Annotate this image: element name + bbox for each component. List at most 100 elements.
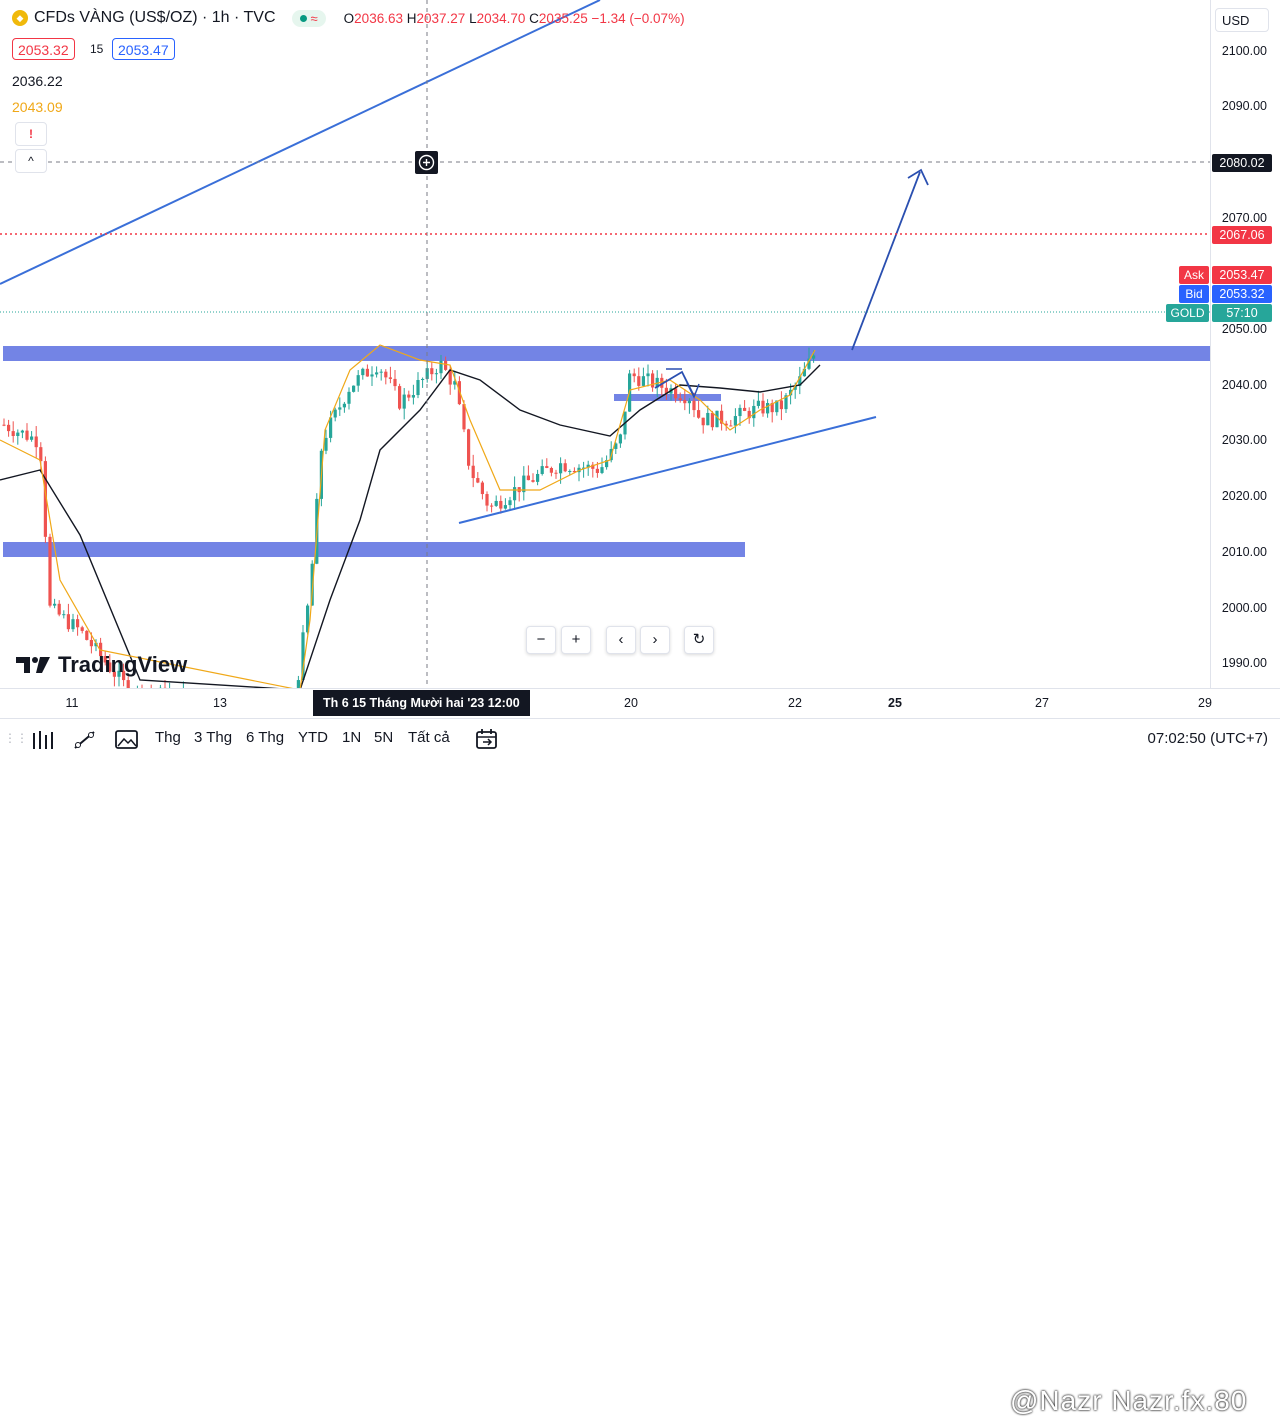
candle xyxy=(343,402,346,413)
bid-tag: Bid xyxy=(1179,285,1209,303)
candle xyxy=(766,399,769,418)
price-tick: 2020.00 xyxy=(1222,489,1267,503)
candle xyxy=(748,407,751,423)
spread-value: 15 xyxy=(90,42,103,56)
candle xyxy=(357,370,360,392)
market-status-pill[interactable]: ≈ xyxy=(292,10,326,27)
candle xyxy=(541,459,544,475)
candle xyxy=(352,385,355,392)
candle xyxy=(7,420,10,437)
candle xyxy=(564,459,567,472)
candle xyxy=(16,429,19,444)
sell-price-button[interactable]: 2053.32 xyxy=(12,38,75,60)
countdown-label: 57:10 xyxy=(1212,304,1272,322)
candle xyxy=(403,388,406,419)
candle xyxy=(2,418,5,426)
collapse-legend-icon[interactable]: ^ xyxy=(15,149,47,173)
author-watermark: @Nazr Nazr.fx.80 xyxy=(1010,1385,1247,1417)
candle xyxy=(743,400,746,411)
candle xyxy=(577,464,580,481)
candle xyxy=(366,364,369,376)
candle xyxy=(554,470,557,479)
candle xyxy=(361,368,364,380)
alert-icon[interactable]: ! xyxy=(15,122,47,146)
price-tick: 2030.00 xyxy=(1222,433,1267,447)
candle xyxy=(513,476,516,510)
range-button[interactable]: Thg xyxy=(155,729,181,746)
candle xyxy=(467,429,470,470)
candle xyxy=(389,367,392,383)
range-button[interactable]: Tất cả xyxy=(408,729,450,746)
candle xyxy=(761,393,764,416)
drawing-tool-icon[interactable] xyxy=(72,729,98,751)
date-range-icon[interactable] xyxy=(474,727,500,751)
candle xyxy=(421,377,424,387)
tradingview-logo-icon xyxy=(16,655,52,675)
ma-slow-value: 2036.22 xyxy=(12,73,63,89)
candle xyxy=(600,457,603,474)
clock-timezone[interactable]: 07:02:50 (UTC+7) xyxy=(1148,730,1268,747)
candle xyxy=(35,426,38,458)
candle xyxy=(757,391,760,409)
candle xyxy=(67,604,70,632)
range-button[interactable]: 1N xyxy=(342,729,361,746)
rising-support-trendline xyxy=(459,417,876,523)
candle xyxy=(550,467,553,477)
candle xyxy=(633,369,636,383)
chart-area[interactable]: ◆ CFDs VÀNG (US$/OZ) · 1h · TVC ≈ O2036.… xyxy=(0,0,1210,688)
candle xyxy=(715,411,718,428)
candle xyxy=(734,408,737,433)
candle xyxy=(30,431,33,442)
scroll-left-button[interactable]: ‹ xyxy=(606,626,636,654)
range-button[interactable]: 6 Thg xyxy=(246,729,284,746)
candle xyxy=(642,368,645,387)
candle xyxy=(71,614,74,632)
candle xyxy=(407,391,410,402)
drag-handle-icon[interactable]: ⋮⋮ xyxy=(4,731,28,745)
candle xyxy=(619,434,622,448)
candle xyxy=(605,455,608,469)
candle xyxy=(481,481,484,500)
time-tick: 27 xyxy=(1035,696,1049,710)
candle xyxy=(495,495,498,506)
candle xyxy=(504,498,507,509)
currency-selector[interactable]: USD xyxy=(1215,8,1269,32)
candle xyxy=(76,615,79,636)
scroll-right-button[interactable]: › xyxy=(640,626,670,654)
time-tick: 13 xyxy=(213,696,227,710)
gold-symbol-icon: ◆ xyxy=(12,10,28,26)
snapshot-icon[interactable] xyxy=(114,729,140,751)
zoom-out-button[interactable]: − xyxy=(526,626,556,654)
candle xyxy=(62,610,65,618)
candle xyxy=(531,473,534,482)
candle xyxy=(370,366,373,386)
zoom-in-button[interactable]: + xyxy=(561,626,591,654)
candle xyxy=(646,365,649,387)
range-button[interactable]: 3 Thg xyxy=(194,729,232,746)
range-button[interactable]: YTD xyxy=(298,729,328,746)
candle xyxy=(651,370,654,392)
support-zone xyxy=(3,542,745,557)
candle xyxy=(297,676,300,688)
candle xyxy=(25,423,28,441)
reset-chart-button[interactable]: ↻ xyxy=(684,626,714,654)
price-tick: 2010.00 xyxy=(1222,545,1267,559)
candle xyxy=(536,470,539,485)
candle xyxy=(380,369,383,380)
data-delay-icon: ≈ xyxy=(311,11,318,26)
candle xyxy=(58,600,61,616)
candle xyxy=(412,385,415,405)
candle xyxy=(53,599,56,608)
range-button[interactable]: 5N xyxy=(374,729,393,746)
candle xyxy=(81,626,84,634)
candle xyxy=(587,461,590,476)
buy-price-button[interactable]: 2053.47 xyxy=(112,38,175,60)
price-chart[interactable] xyxy=(0,0,1210,688)
candle xyxy=(127,676,130,688)
indicators-icon[interactable] xyxy=(30,729,54,751)
candle xyxy=(435,369,438,383)
time-tick: 29 xyxy=(1198,696,1212,710)
symbol-title[interactable]: CFDs VÀNG (US$/OZ) · 1h · TVC xyxy=(34,9,276,27)
